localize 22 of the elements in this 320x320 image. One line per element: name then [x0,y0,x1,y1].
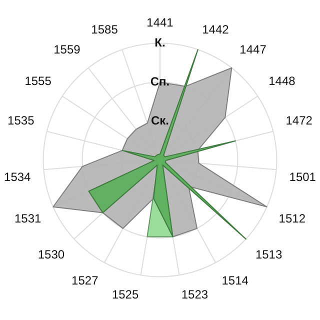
spoke-label: 1527 [72,274,99,288]
spoke-label: 1534 [4,170,32,184]
y-tick-label: Ск. [150,113,170,128]
spoke-label: 1525 [112,287,139,302]
spoke-label: 1514 [222,274,249,288]
spoke-label: 1442 [202,22,230,36]
spoke-label: 1441 [146,15,174,30]
spoke-label: 1555 [24,74,52,88]
spoke-label: 1530 [38,247,65,262]
spoke-label: 1531 [14,212,42,226]
spoke-label: 1559 [54,42,81,57]
spoke-label: 1448 [268,74,296,88]
y-tick-label: К. [154,36,166,50]
spoke-label: 1447 [240,42,267,57]
y-tick-label: Сп. [150,74,170,88]
spoke-label: 1523 [181,287,208,302]
spoke-label: 1513 [255,247,282,262]
spoke-label: 1501 [289,170,316,184]
spoke-label: 1535 [8,113,35,128]
spoke-label: 1472 [286,113,313,128]
spoke-label: 1512 [278,212,306,226]
spoke-label: 1585 [91,22,118,36]
